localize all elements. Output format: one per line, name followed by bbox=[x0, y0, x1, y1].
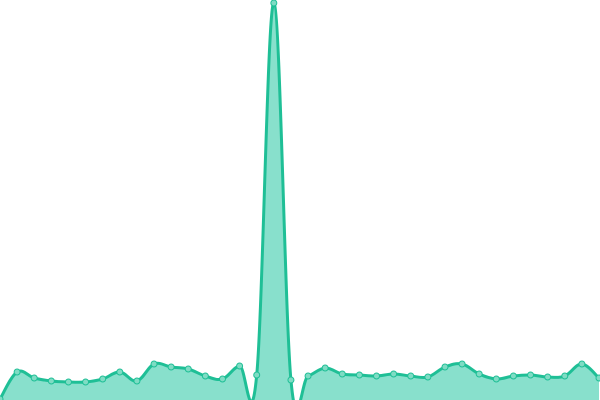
data-point-21 bbox=[355, 371, 363, 379]
data-point-33 bbox=[561, 372, 569, 380]
data-point-2 bbox=[30, 374, 38, 382]
data-point-7 bbox=[116, 368, 124, 376]
data-point-13 bbox=[218, 375, 226, 383]
data-point-29 bbox=[492, 375, 500, 383]
data-point-16 bbox=[270, 0, 278, 7]
data-point-12 bbox=[201, 372, 209, 380]
data-point-0 bbox=[0, 395, 4, 400]
data-point-19 bbox=[321, 364, 329, 372]
data-point-30 bbox=[509, 372, 517, 380]
data-point-24 bbox=[407, 372, 415, 380]
data-point-4 bbox=[64, 378, 72, 386]
data-point-28 bbox=[475, 370, 483, 378]
data-point-32 bbox=[544, 373, 552, 381]
data-point-11 bbox=[184, 365, 192, 373]
data-point-3 bbox=[47, 377, 55, 385]
data-point-5 bbox=[82, 378, 90, 386]
data-point-25 bbox=[424, 373, 432, 381]
data-point-14 bbox=[236, 362, 244, 370]
data-point-15 bbox=[253, 371, 261, 379]
data-point-31 bbox=[527, 371, 535, 379]
data-point-18 bbox=[304, 372, 312, 380]
data-point-20 bbox=[338, 370, 346, 378]
data-point-34 bbox=[578, 360, 586, 368]
data-point-10 bbox=[167, 363, 175, 371]
data-point-22 bbox=[373, 372, 381, 380]
data-point-9 bbox=[150, 360, 158, 368]
data-point-26 bbox=[441, 363, 449, 371]
data-point-27 bbox=[458, 360, 466, 368]
data-point-23 bbox=[390, 370, 398, 378]
data-point-6 bbox=[99, 375, 107, 383]
data-point-35 bbox=[595, 374, 600, 382]
data-point-17 bbox=[287, 376, 295, 384]
data-point-8 bbox=[133, 377, 141, 385]
data-point-1 bbox=[13, 368, 21, 376]
